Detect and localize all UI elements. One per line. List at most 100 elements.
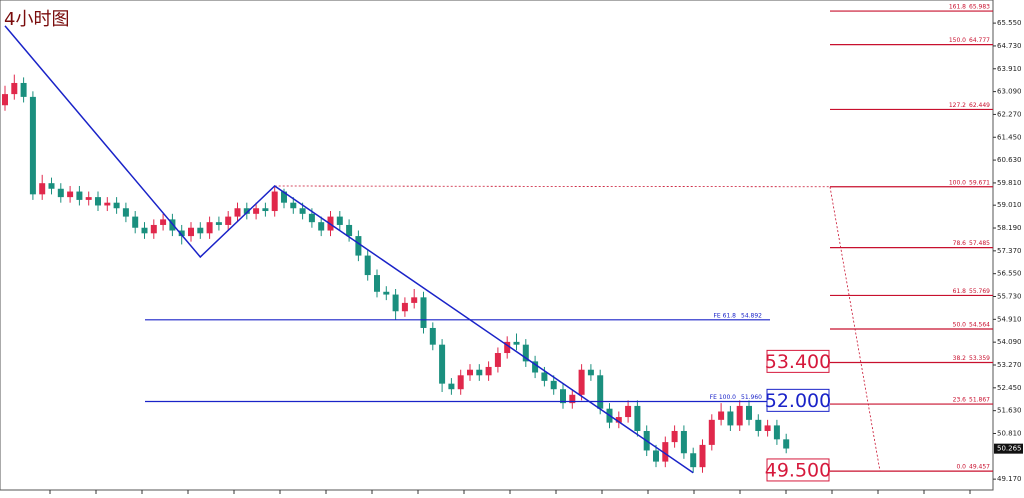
candle-body <box>318 222 325 231</box>
fe-price: 54.892 <box>741 312 762 319</box>
candle-body <box>76 191 83 200</box>
candle-body <box>364 255 371 276</box>
fe-price: 51.960 <box>741 394 762 401</box>
zigzag-line <box>4 25 694 474</box>
fib-level: 50.0 <box>953 321 967 328</box>
candle-body <box>401 302 408 312</box>
candle-body <box>11 82 18 95</box>
candle-body <box>736 405 743 426</box>
candle-body <box>57 188 64 198</box>
candle-body <box>215 222 222 225</box>
candle-body <box>197 227 204 234</box>
candle-body <box>662 442 669 462</box>
candle-body <box>764 425 771 431</box>
candle-body <box>578 369 585 395</box>
candle-body <box>625 405 632 418</box>
key-level-box <box>766 349 830 373</box>
candle-body <box>411 297 418 303</box>
candle-body <box>308 213 315 223</box>
y-tick-label: 56.550 <box>997 270 1022 278</box>
candle-body <box>188 227 194 237</box>
candle-body <box>634 405 641 431</box>
candle-body <box>671 430 678 443</box>
candle-body <box>85 197 92 200</box>
candle-body <box>653 450 659 462</box>
candle-body <box>132 216 139 228</box>
y-tick-label: 65.550 <box>997 19 1022 27</box>
fib-price: 54.564 <box>969 321 990 328</box>
candle-body <box>467 369 473 376</box>
candle-body <box>485 366 492 376</box>
fib-price: 49.457 <box>969 464 990 471</box>
plot-frame <box>0 0 994 491</box>
candle-body <box>448 383 455 390</box>
fib-level: 0.0 <box>956 464 966 471</box>
y-tick-label: 64.730 <box>997 42 1022 50</box>
fib-price: 62.449 <box>969 102 990 109</box>
candle-body <box>718 411 725 420</box>
y-tick-label: 63.910 <box>997 65 1022 73</box>
candle-body <box>243 208 250 214</box>
current-price-tag <box>994 443 1023 454</box>
y-tick-label: 53.270 <box>997 361 1022 369</box>
candle-body <box>494 353 501 367</box>
candle-body <box>690 453 697 468</box>
candle-body <box>746 405 752 420</box>
candle-body <box>383 291 390 295</box>
candle-body <box>615 417 622 423</box>
candle-body <box>476 369 483 376</box>
candle-body <box>457 375 464 390</box>
candle-body <box>178 230 185 237</box>
fib-price: 57.485 <box>969 240 990 247</box>
candle-body <box>532 361 539 373</box>
y-tick-label: 62.270 <box>997 110 1022 118</box>
y-tick-label: 51.630 <box>997 407 1022 415</box>
fib-price: 65.983 <box>969 4 990 11</box>
fib-level: 100.0 <box>949 179 966 186</box>
fib-price: 59.671 <box>969 179 990 186</box>
key-level-box <box>766 458 830 482</box>
candle-body <box>727 411 734 426</box>
candle-body <box>141 227 148 234</box>
y-tick-label: 49.170 <box>997 475 1022 483</box>
y-tick-label: 57.370 <box>997 247 1022 255</box>
candle-body <box>420 297 427 328</box>
candle-body <box>560 389 566 404</box>
fib-level: 150.0 <box>949 37 966 44</box>
candle-body <box>346 224 353 237</box>
y-tick-label: 59.810 <box>997 179 1022 187</box>
candle-body <box>374 275 380 292</box>
candle-body <box>708 419 715 445</box>
projection-line <box>829 186 881 472</box>
candle-body <box>253 208 260 214</box>
candle-body <box>39 183 46 195</box>
candle-body <box>755 419 762 431</box>
y-tick-label: 61.450 <box>997 133 1022 141</box>
candle-body <box>299 208 306 214</box>
candle-body <box>355 236 362 256</box>
key-level-label: 53.400 <box>765 351 831 373</box>
fib-level: 161.8 <box>949 4 966 11</box>
candle-body <box>429 327 436 345</box>
candle-body <box>513 341 520 345</box>
candle-body <box>541 372 548 381</box>
candle-body <box>150 224 157 234</box>
y-tick-label: 54.090 <box>997 338 1022 346</box>
candle-body <box>29 96 36 195</box>
candle-body <box>225 216 232 225</box>
fib-level: 23.6 <box>953 397 967 404</box>
fib-level: 61.8 <box>953 288 967 295</box>
candle-body <box>104 202 111 206</box>
y-tick-label: 58.190 <box>997 224 1022 232</box>
y-tick-label: 59.010 <box>997 201 1022 209</box>
chart-title: 4小时图 <box>4 9 69 30</box>
candle-body <box>336 216 343 225</box>
fib-level: 78.6 <box>953 240 967 247</box>
fib-price: 55.769 <box>969 288 990 295</box>
fib-level: 38.2 <box>953 355 967 362</box>
y-tick-label: 60.630 <box>997 156 1022 164</box>
candle-body <box>439 344 446 384</box>
key-level-label: 49.500 <box>765 459 831 481</box>
candle-body <box>160 219 167 225</box>
